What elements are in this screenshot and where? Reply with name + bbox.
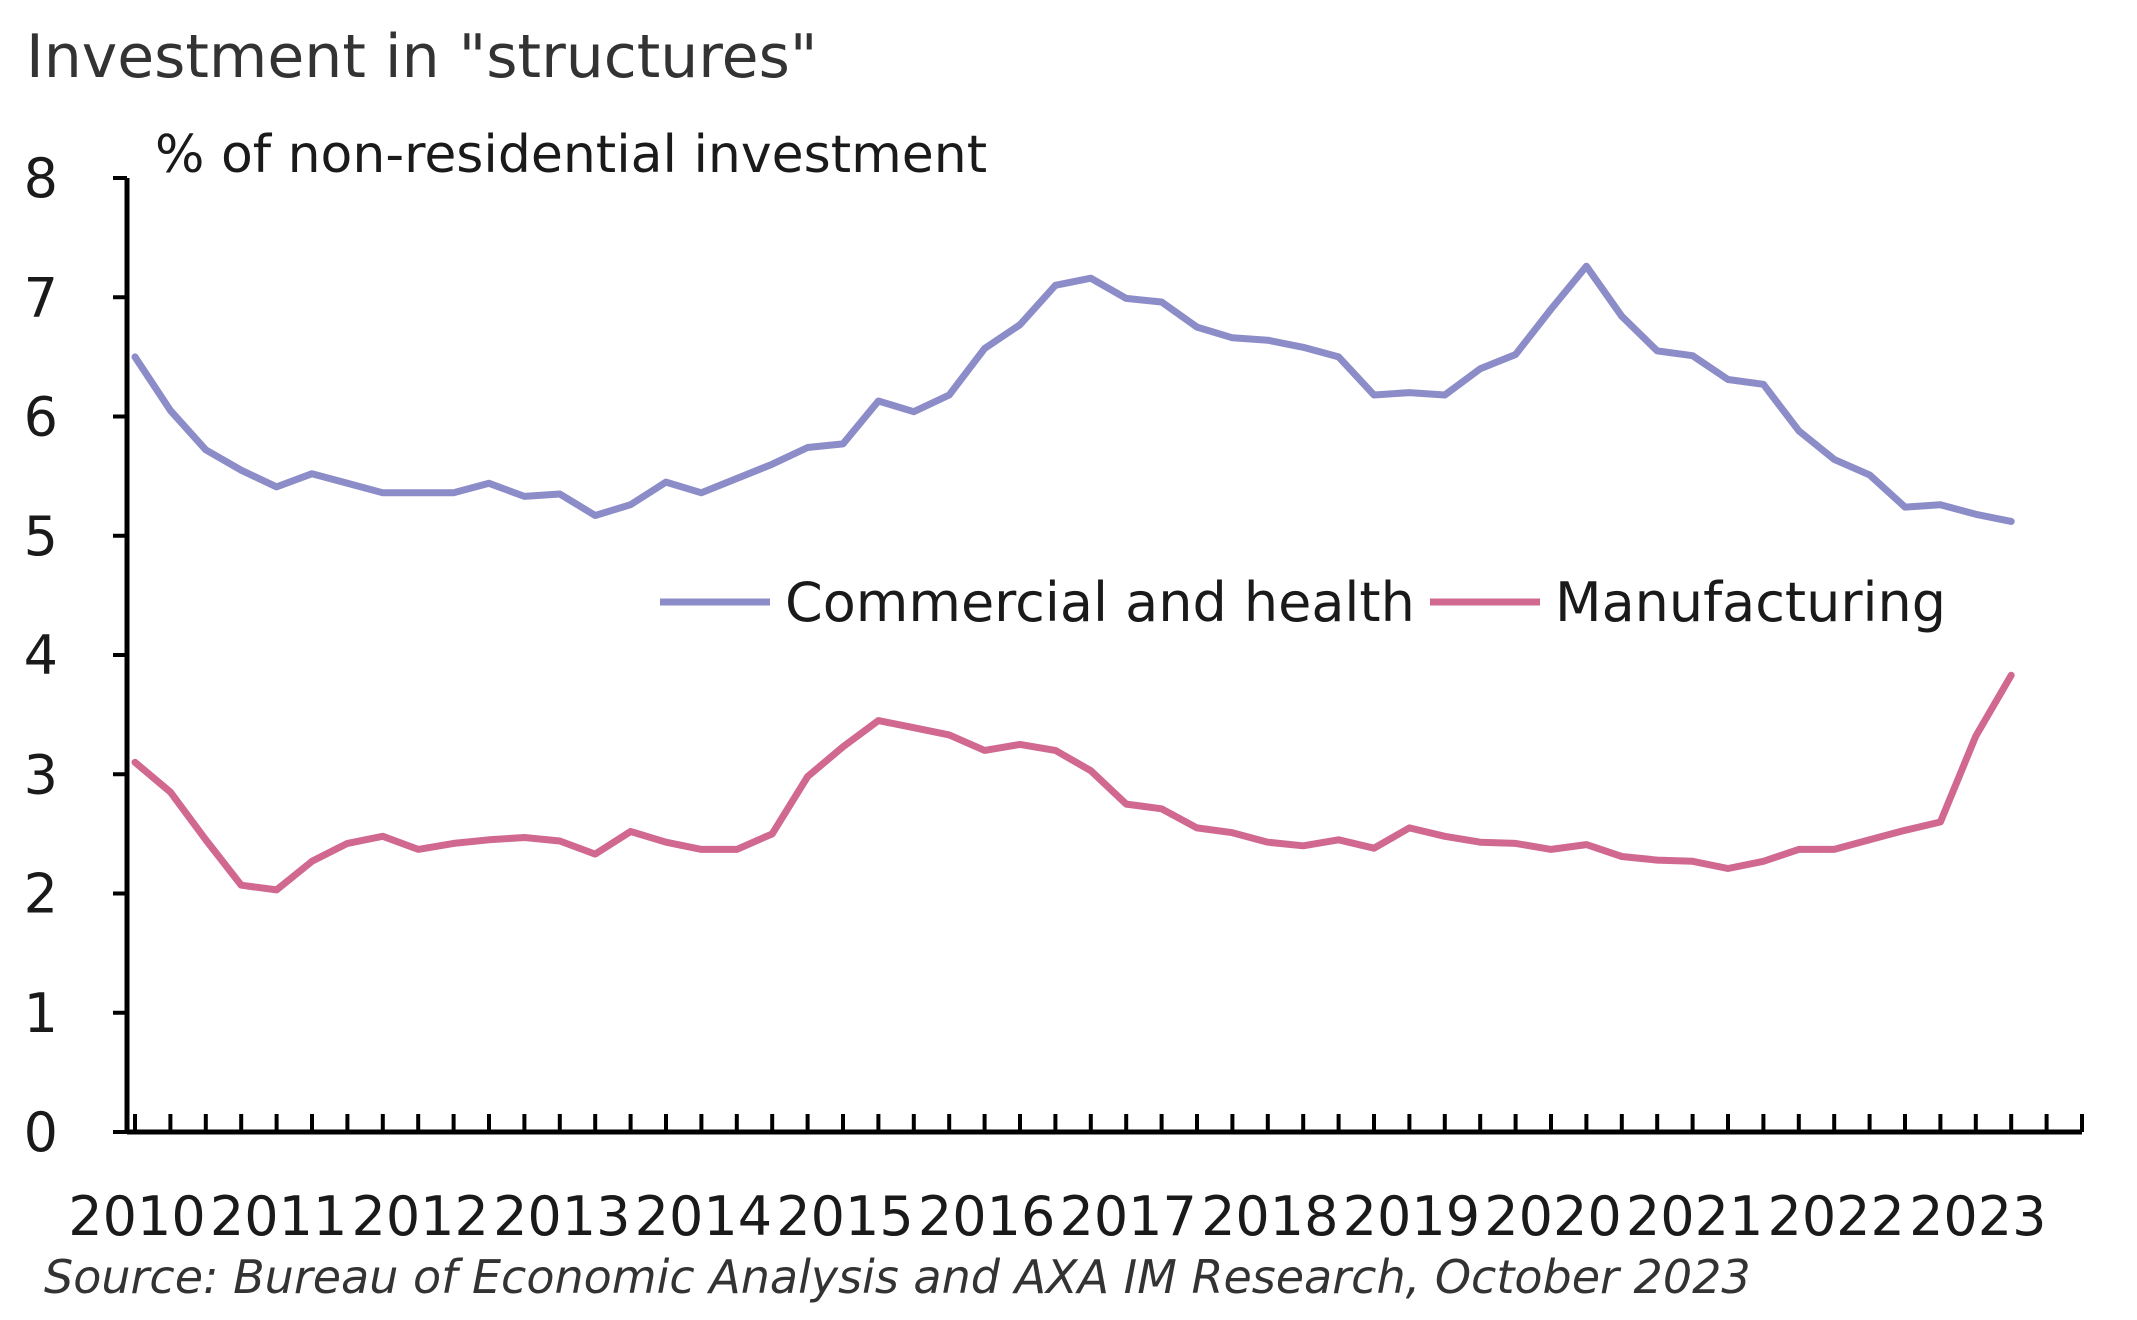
x-tick-label: 2022 [1767,1185,1904,1248]
x-tick-label: 2017 [1059,1185,1196,1248]
legend: Commercial and health Manufacturing [660,571,1946,634]
chart-title: Investment in "structures" [26,22,818,92]
x-tick-label: 2023 [1909,1185,2046,1248]
series-lines [131,262,2015,894]
y-tick-label: 4 [24,624,58,687]
x-tick-label: 2018 [1201,1185,1338,1248]
series-line-commercial-and-health [131,262,2015,525]
y-tick-label: 1 [24,982,58,1045]
y-tick-label: 7 [24,266,58,329]
y-tick-label: 5 [24,505,58,568]
x-tick-label: 2016 [918,1185,1055,1248]
x-tick-label: 2019 [1343,1185,1480,1248]
y-tick-label: 8 [24,147,58,210]
source-note: Source: Bureau of Economic Analysis and … [44,1250,1751,1304]
y-axis-label: % of non-residential investment [155,125,987,185]
series-line-manufacturing [131,671,2015,894]
x-tick-label: 2013 [493,1185,630,1248]
x-tick-label: 2011 [210,1185,347,1248]
x-tick-label: 2014 [635,1185,772,1248]
x-tick-label: 2012 [351,1185,488,1248]
y-tick-label: 2 [24,863,58,926]
x-tick-label: 2015 [776,1185,913,1248]
x-tick-label: 2021 [1626,1185,1763,1248]
legend-label: Commercial and health [785,571,1415,634]
x-tick-label: 2010 [68,1185,205,1248]
y-tick-label: 6 [24,386,58,449]
legend-label: Manufacturing [1555,571,1946,634]
x-tick-label: 2020 [1484,1185,1621,1248]
y-tick-label: 0 [24,1101,58,1164]
y-tick-label: 3 [24,743,58,806]
